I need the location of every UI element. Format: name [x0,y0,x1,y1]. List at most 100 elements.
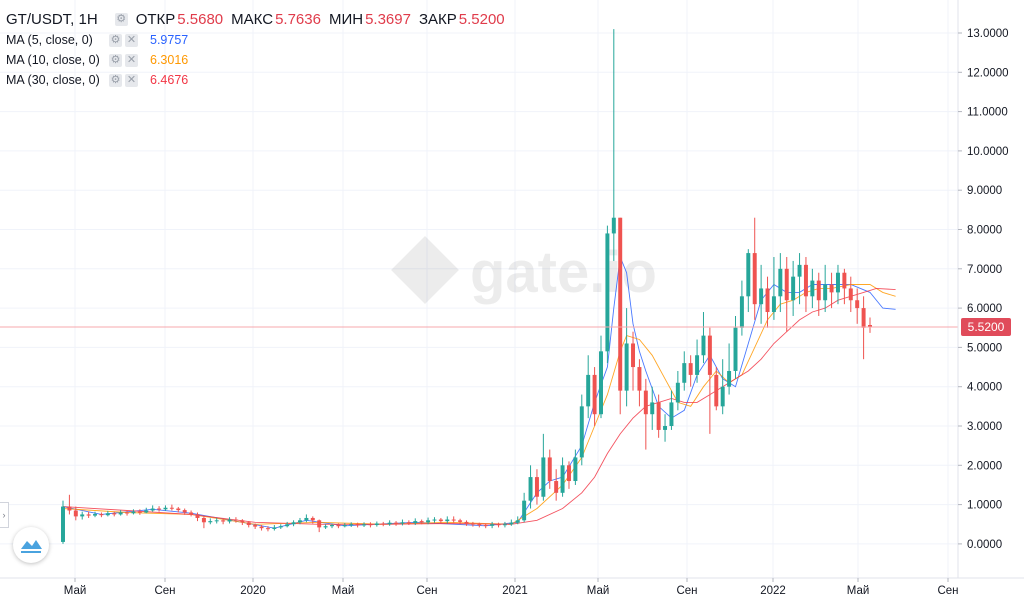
candle-body [144,510,149,513]
gear-icon[interactable]: ⚙ [109,53,122,67]
y-tick-label: 10.0000 [967,146,1009,158]
candle-body [458,520,463,522]
close-icon[interactable]: ✕ [125,73,138,87]
x-tick-label: Май [332,585,355,597]
chevron-right-icon[interactable]: › [0,502,9,528]
x-tick-label: 2021 [502,585,528,597]
candle-body [663,426,668,430]
chart-grid [0,0,958,578]
candle [573,449,578,485]
close-icon[interactable]: ✕ [125,33,138,47]
candle [195,512,200,522]
candle-body [611,217,616,234]
candle [272,525,277,531]
candle [637,359,642,407]
candle-body [394,522,399,524]
candle-body [125,512,130,514]
candle [496,522,501,528]
y-tick-label: 5.0000 [967,342,1002,354]
candle-body [157,508,162,510]
candle-body [739,296,744,328]
low-value: 5.3697 [365,10,411,28]
candle-body [150,508,155,511]
candle-body [477,524,482,526]
candle [445,516,450,524]
candle-body [362,524,367,526]
candle-body [413,521,418,524]
candle [297,517,302,525]
candle [304,514,309,523]
candle [746,249,751,313]
candle-body [490,524,495,526]
candle [624,308,629,407]
time-axis: Май Сен 2020 Май Сен 2021 Май Сен 2022 Май Сен [64,578,959,597]
candle [208,518,213,525]
candle-body [759,288,764,305]
candle-body [631,343,636,368]
y-tick-label: 13.0000 [967,28,1009,40]
candle [265,526,270,532]
candle [765,276,770,328]
candle [733,315,738,379]
gear-icon[interactable]: ⚙ [109,33,122,47]
indicator-name: MA (10, close, 0) [6,53,100,67]
candle-body [528,477,533,501]
candle [720,359,725,415]
candle-body [131,511,136,514]
candle [387,520,392,526]
candle [310,516,315,524]
candle-body [419,521,424,523]
candle-body [86,514,91,516]
candle-body [803,264,808,297]
candle [656,394,661,438]
candle-body [720,386,725,407]
candle [618,217,623,415]
candle [240,519,245,526]
x-tick-label: Май [64,585,87,597]
gear-icon[interactable]: ⚙ [114,12,128,26]
candle-body [310,517,315,521]
close-icon[interactable]: ✕ [125,53,138,67]
candle [214,517,219,524]
candle-body [221,520,226,522]
candle [73,506,78,521]
candle-body [451,519,456,521]
candle-body [368,524,373,526]
candle [362,522,367,528]
chart-logo-icon[interactable] [13,527,49,563]
symbol-title: GT/USDT, 1H [6,10,98,28]
candle [112,511,117,517]
x-tick-label: Май [587,585,610,597]
candle [855,288,860,324]
candle-body [163,507,168,510]
candle-body [714,374,719,407]
candle [355,522,360,528]
candle-body [470,523,475,525]
gear-icon[interactable]: ⚙ [109,73,122,87]
candle-body [701,335,706,356]
candle-body [137,511,142,513]
candle-body [400,522,405,524]
y-tick-label: 4.0000 [967,382,1002,394]
candle [125,510,130,516]
candle-body [278,526,283,528]
candle [182,508,187,515]
candle [93,511,98,518]
candle [432,517,437,523]
candle-body [112,513,117,515]
indicator-value: 5.9757 [150,33,189,47]
candle [169,504,174,511]
candle-body [67,506,72,511]
x-tick-label: 2022 [760,585,786,597]
candle [438,517,443,524]
candle [835,264,840,305]
candle-body [855,300,860,309]
candle-body [534,477,539,497]
candle-body [733,327,738,371]
candle-body [541,457,546,497]
candle [560,457,565,497]
candle [137,509,142,515]
candle-body [272,527,277,529]
indicator-ma5: MA (5, close, 0) ⚙ ✕ 5.9757 [6,30,505,50]
